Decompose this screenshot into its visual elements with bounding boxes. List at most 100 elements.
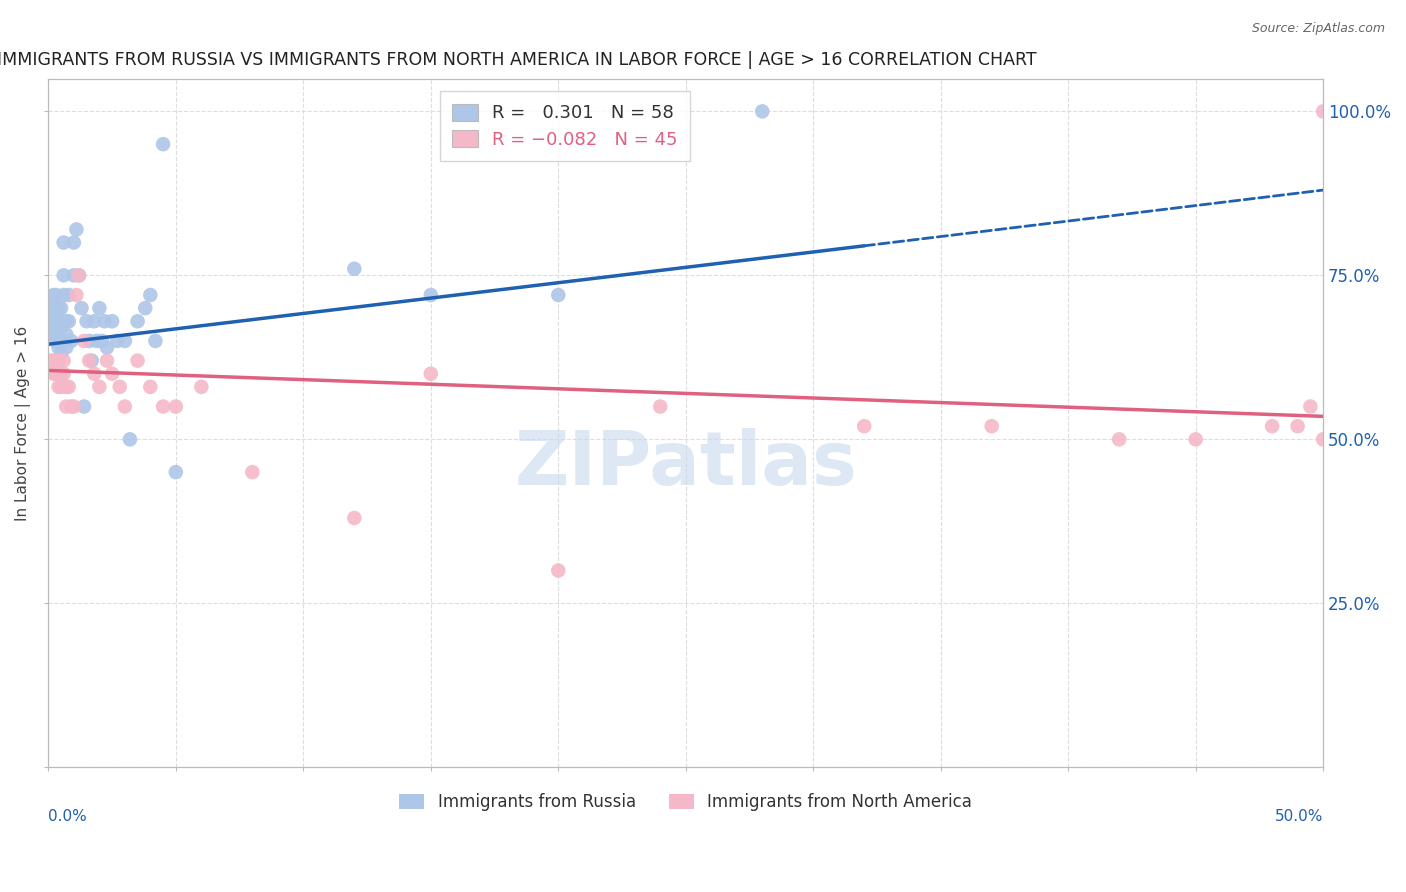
Point [52, 288, 75, 302]
Point [73, 400, 96, 414]
Point [80, 353, 103, 368]
Point [49, 301, 72, 315]
Point [42, 288, 65, 302]
Point [89, 301, 111, 315]
Point [70, 301, 93, 315]
Point [55, 341, 77, 355]
Point [118, 433, 141, 447]
Point [190, 380, 212, 394]
Point [48, 353, 70, 368]
Point [1261, 419, 1284, 434]
Point [48, 327, 70, 342]
Point [58, 288, 80, 302]
Text: Source: ZipAtlas.com: Source: ZipAtlas.com [1251, 22, 1385, 36]
Point [65, 222, 87, 236]
Point [52, 235, 75, 250]
Point [1299, 400, 1322, 414]
Point [48, 380, 70, 394]
Point [42, 327, 65, 342]
Point [547, 288, 569, 302]
Point [73, 334, 96, 348]
Point [1286, 419, 1309, 434]
Point [114, 400, 136, 414]
Point [343, 511, 366, 525]
Point [65, 288, 87, 302]
Point [55, 400, 77, 414]
Point [93, 314, 115, 328]
Point [105, 334, 128, 348]
Point [1312, 433, 1334, 447]
Point [45, 367, 67, 381]
Point [152, 400, 174, 414]
Point [48, 314, 70, 328]
Point [1108, 433, 1130, 447]
Point [39, 353, 62, 368]
Point [108, 380, 131, 394]
Point [45, 334, 67, 348]
Point [1312, 104, 1334, 119]
Point [419, 288, 441, 302]
Legend: R =   0.301   N = 58, R = −0.082   N = 45: R = 0.301 N = 58, R = −0.082 N = 45 [440, 91, 690, 161]
Point [52, 353, 75, 368]
Point [419, 367, 441, 381]
Point [49, 380, 72, 394]
Point [39, 301, 62, 315]
Point [152, 137, 174, 152]
Point [134, 301, 156, 315]
Text: 0.0%: 0.0% [48, 808, 87, 823]
Point [980, 419, 1002, 434]
Point [48, 341, 70, 355]
Point [48, 301, 70, 315]
Point [1184, 433, 1206, 447]
Point [60, 400, 83, 414]
Point [165, 400, 187, 414]
Point [58, 314, 80, 328]
Point [127, 353, 149, 368]
Point [63, 235, 86, 250]
Point [49, 334, 72, 348]
Point [58, 380, 80, 394]
Point [77, 353, 100, 368]
Point [90, 334, 112, 348]
Point [240, 465, 263, 479]
Point [77, 334, 100, 348]
Point [49, 314, 72, 328]
Point [76, 314, 98, 328]
Point [114, 334, 136, 348]
Point [39, 314, 62, 328]
Point [101, 314, 124, 328]
Point [42, 367, 65, 381]
Point [853, 419, 876, 434]
Point [165, 465, 187, 479]
Point [83, 367, 105, 381]
Point [55, 380, 77, 394]
Point [650, 400, 672, 414]
Point [63, 268, 86, 283]
Point [67, 268, 90, 283]
Point [45, 314, 67, 328]
Point [49, 367, 72, 381]
Point [547, 564, 569, 578]
Point [55, 327, 77, 342]
Point [42, 301, 65, 315]
Point [52, 268, 75, 283]
Text: IMMIGRANTS FROM RUSSIA VS IMMIGRANTS FROM NORTH AMERICA IN LABOR FORCE | AGE > 1: IMMIGRANTS FROM RUSSIA VS IMMIGRANTS FRO… [0, 51, 1038, 69]
Point [139, 288, 162, 302]
Point [55, 314, 77, 328]
Point [49, 347, 72, 361]
Point [86, 334, 108, 348]
Point [45, 321, 67, 335]
Point [45, 353, 67, 368]
Point [139, 380, 162, 394]
Text: ZIPatlas: ZIPatlas [515, 428, 858, 500]
Point [42, 353, 65, 368]
Point [39, 321, 62, 335]
Point [52, 367, 75, 381]
Point [343, 261, 366, 276]
Y-axis label: In Labor Force | Age > 16: In Labor Force | Age > 16 [15, 326, 31, 521]
Text: 50.0%: 50.0% [1275, 808, 1323, 823]
Point [42, 314, 65, 328]
Point [83, 314, 105, 328]
Point [89, 380, 111, 394]
Point [127, 314, 149, 328]
